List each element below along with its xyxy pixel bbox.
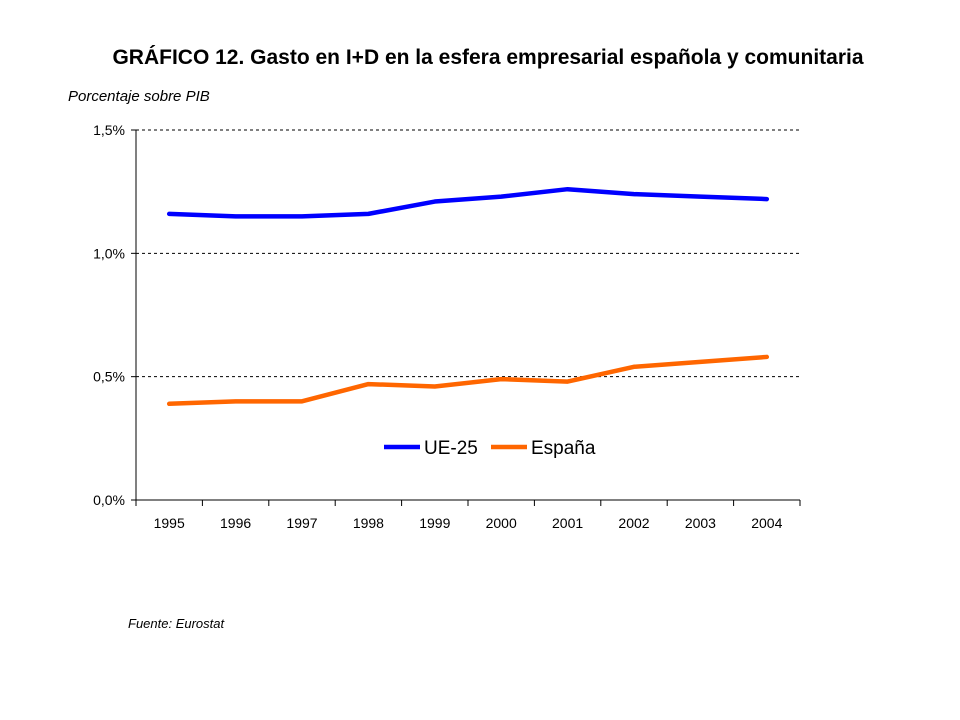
- y-axis-unit-label: Porcentaje sobre PIB: [68, 88, 210, 105]
- legend-label: UE-25: [424, 438, 478, 459]
- series-line-1: [166, 354, 770, 407]
- legend: UE-25 España: [384, 438, 596, 459]
- x-tick-label: 1996: [220, 515, 251, 531]
- y-tick-label: 1,0%: [93, 245, 125, 261]
- x-tick-label: 1999: [419, 515, 450, 531]
- series-lines: [166, 186, 770, 407]
- source-note: Fuente: Eurostat: [128, 616, 225, 631]
- x-tick-label: 1997: [286, 515, 317, 531]
- y-tick-label: 0,0%: [93, 492, 125, 508]
- chart-title: GRÁFICO 12. Gasto en I+D en la esfera em…: [112, 46, 864, 69]
- x-tick-label: 2000: [486, 515, 517, 531]
- y-tick-label: 0,5%: [93, 369, 125, 385]
- x-tick-label: 2002: [618, 515, 649, 531]
- series-line-0: [166, 186, 770, 219]
- x-tick-label: 2001: [552, 515, 583, 531]
- x-tick-label: 2003: [685, 515, 716, 531]
- x-tick-label: 1998: [353, 515, 384, 531]
- grid-lines: [136, 129, 800, 378]
- y-tick-label: 1,5%: [93, 122, 125, 138]
- x-ticks: 1995 1996 1997 1998 1999 2000 2001 2002 2003 2004: [135, 500, 801, 531]
- x-tick-label: 2004: [751, 515, 782, 531]
- legend-label: España: [531, 438, 596, 459]
- x-tick-label: 1995: [154, 515, 185, 531]
- y-ticks: 0,0% 0,5% 1,0% 1,5%: [93, 122, 136, 508]
